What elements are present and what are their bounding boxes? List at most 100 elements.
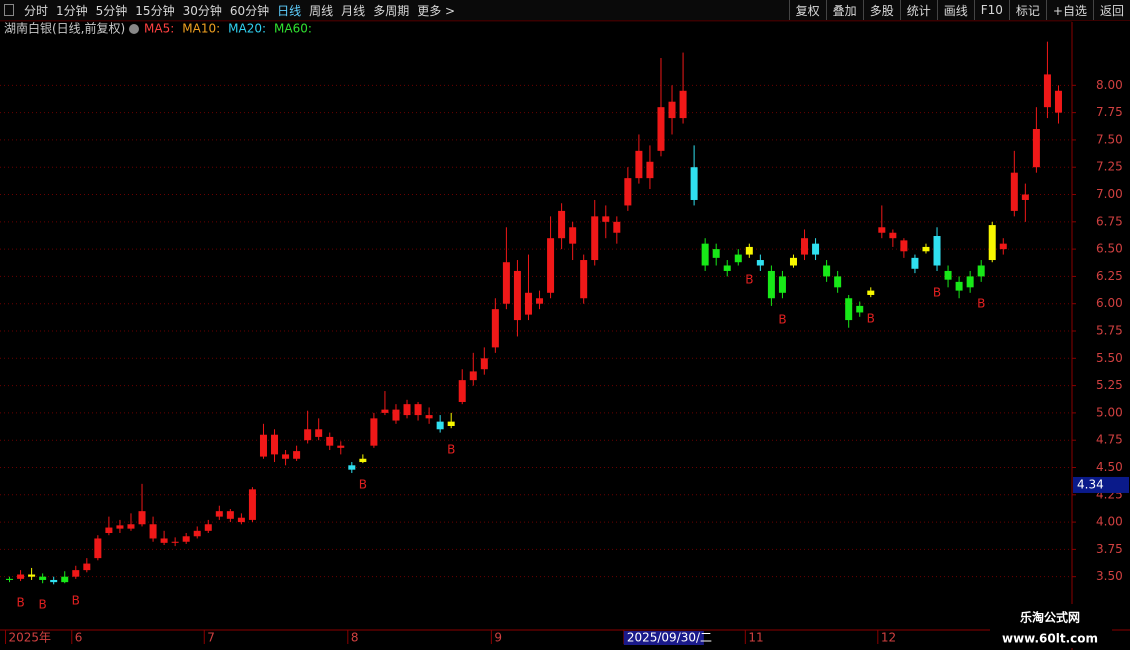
signal-label: B	[867, 312, 875, 326]
candle-body	[1032, 129, 1040, 168]
candle-body	[1021, 194, 1029, 200]
toolbar-button[interactable]: 画线	[936, 0, 974, 20]
toolbar: 分时 1分钟 5分钟 15分钟 30分钟 60分钟 日线 周线 月线 多周期 更多 > 复权 叠加 多股…	[0, 0, 1130, 21]
toolbar-button[interactable]: 分时	[24, 3, 49, 18]
x-tick-label: 6	[75, 631, 83, 645]
candle-body	[414, 404, 422, 416]
candle-body	[823, 265, 831, 277]
candle-body	[469, 371, 477, 381]
toolbar-button[interactable]: 30分钟	[182, 3, 222, 18]
indicator-label: MA5:	[144, 22, 174, 36]
toolbar-button[interactable]: 15分钟	[135, 3, 175, 18]
y-tick-label: 7.50	[1096, 132, 1123, 146]
candle-body	[116, 525, 124, 529]
candle-body	[17, 574, 25, 579]
candle-body	[149, 524, 157, 539]
toolbar-button[interactable]: +自选	[1045, 0, 1093, 20]
y-tick-label: 5.50	[1096, 351, 1123, 365]
candle-body	[370, 418, 378, 446]
y-tick-label: 4.00	[1096, 515, 1123, 529]
candle-body	[359, 458, 367, 463]
candle-body	[856, 305, 864, 313]
candle-body	[613, 221, 621, 233]
candle-body	[944, 270, 952, 280]
candle-body	[900, 240, 908, 252]
candle-body	[801, 238, 809, 255]
candle-body	[72, 570, 80, 577]
signal-label: B	[933, 285, 941, 299]
y-tick-label: 8.00	[1096, 78, 1123, 92]
candle-body	[171, 541, 179, 543]
candle-body	[381, 409, 389, 413]
candle-body	[1010, 172, 1018, 211]
toolbar-button[interactable]: 多周期	[373, 3, 410, 18]
toolbar-button[interactable]: 月线	[341, 3, 366, 18]
y-tick-label: 6.50	[1096, 242, 1123, 256]
candle-body	[558, 210, 566, 239]
x-highlight-box	[623, 631, 704, 645]
menu-icon[interactable]	[4, 4, 14, 16]
settings-icon[interactable]	[129, 24, 139, 34]
candle-body	[591, 216, 599, 261]
x-tick-label: 7	[207, 631, 215, 645]
candle-body	[293, 451, 301, 459]
candle-body	[337, 445, 345, 448]
candle-body	[215, 511, 223, 517]
toolbar-button[interactable]: 复权	[788, 0, 826, 20]
candle-body	[50, 579, 58, 583]
candle-body	[767, 270, 775, 299]
toolbar-button[interactable]: 1分钟	[56, 3, 88, 18]
chart-title: 湖南白银(日线,前复权)	[4, 21, 125, 36]
candle-body	[701, 243, 709, 266]
signal-label: B	[778, 313, 786, 327]
candle-body	[723, 265, 731, 271]
toolbar-button[interactable]: 返回	[1092, 0, 1130, 20]
candle-body	[911, 257, 919, 269]
toolbar-button[interactable]: 叠加	[825, 0, 863, 20]
candle-body	[624, 178, 632, 206]
candle-body	[182, 536, 190, 542]
y-tick-label: 4.75	[1096, 433, 1123, 447]
watermark-bg	[990, 604, 1112, 648]
toolbar-button[interactable]: 5分钟	[95, 3, 128, 18]
toolbar-button[interactable]: 多股	[862, 0, 900, 20]
candle-body	[524, 292, 532, 315]
candle-body	[403, 404, 411, 416]
toolbar-button[interactable]: 统计	[899, 0, 937, 20]
watermark-url: www.60lt.com	[1002, 632, 1098, 646]
candle-body	[966, 276, 974, 288]
candle-body	[635, 150, 643, 179]
toolbar-button[interactable]: 周线	[309, 3, 334, 18]
candle-body	[889, 232, 897, 239]
signal-label: B	[745, 272, 753, 286]
candle-body	[690, 167, 698, 200]
candle-body	[28, 574, 36, 577]
toolbar-button[interactable]: 更多 >	[417, 3, 456, 18]
candle-body	[326, 436, 334, 446]
candle-body	[734, 254, 742, 263]
candle-body	[61, 576, 69, 583]
candle-body	[922, 246, 930, 252]
candle-body	[955, 281, 963, 291]
y-tick-label: 7.25	[1096, 160, 1123, 174]
indicator-label: MA20:	[228, 22, 266, 36]
y-tick-label: 6.00	[1096, 296, 1123, 310]
candle-body	[105, 527, 113, 534]
candle-body	[458, 380, 466, 402]
signal-label: B	[16, 596, 24, 610]
candle-body	[6, 578, 14, 580]
candle-body	[602, 216, 610, 222]
candle-body	[657, 107, 665, 151]
candle-body	[271, 434, 279, 455]
candle-body	[1054, 90, 1062, 113]
candle-body	[580, 260, 588, 299]
toolbar-button[interactable]: 60分钟	[229, 3, 270, 18]
toolbar-button[interactable]: F10	[973, 0, 1009, 20]
x-tick-label: 2025/09/30/二	[627, 631, 712, 645]
signal-label: B	[359, 478, 367, 492]
y-tick-label: 5.75	[1096, 324, 1123, 338]
toolbar-button[interactable]: 日线	[277, 3, 302, 18]
candle-body	[756, 260, 764, 266]
toolbar-button[interactable]: 标记	[1008, 0, 1046, 20]
y-tick-label: 5.25	[1096, 378, 1123, 392]
